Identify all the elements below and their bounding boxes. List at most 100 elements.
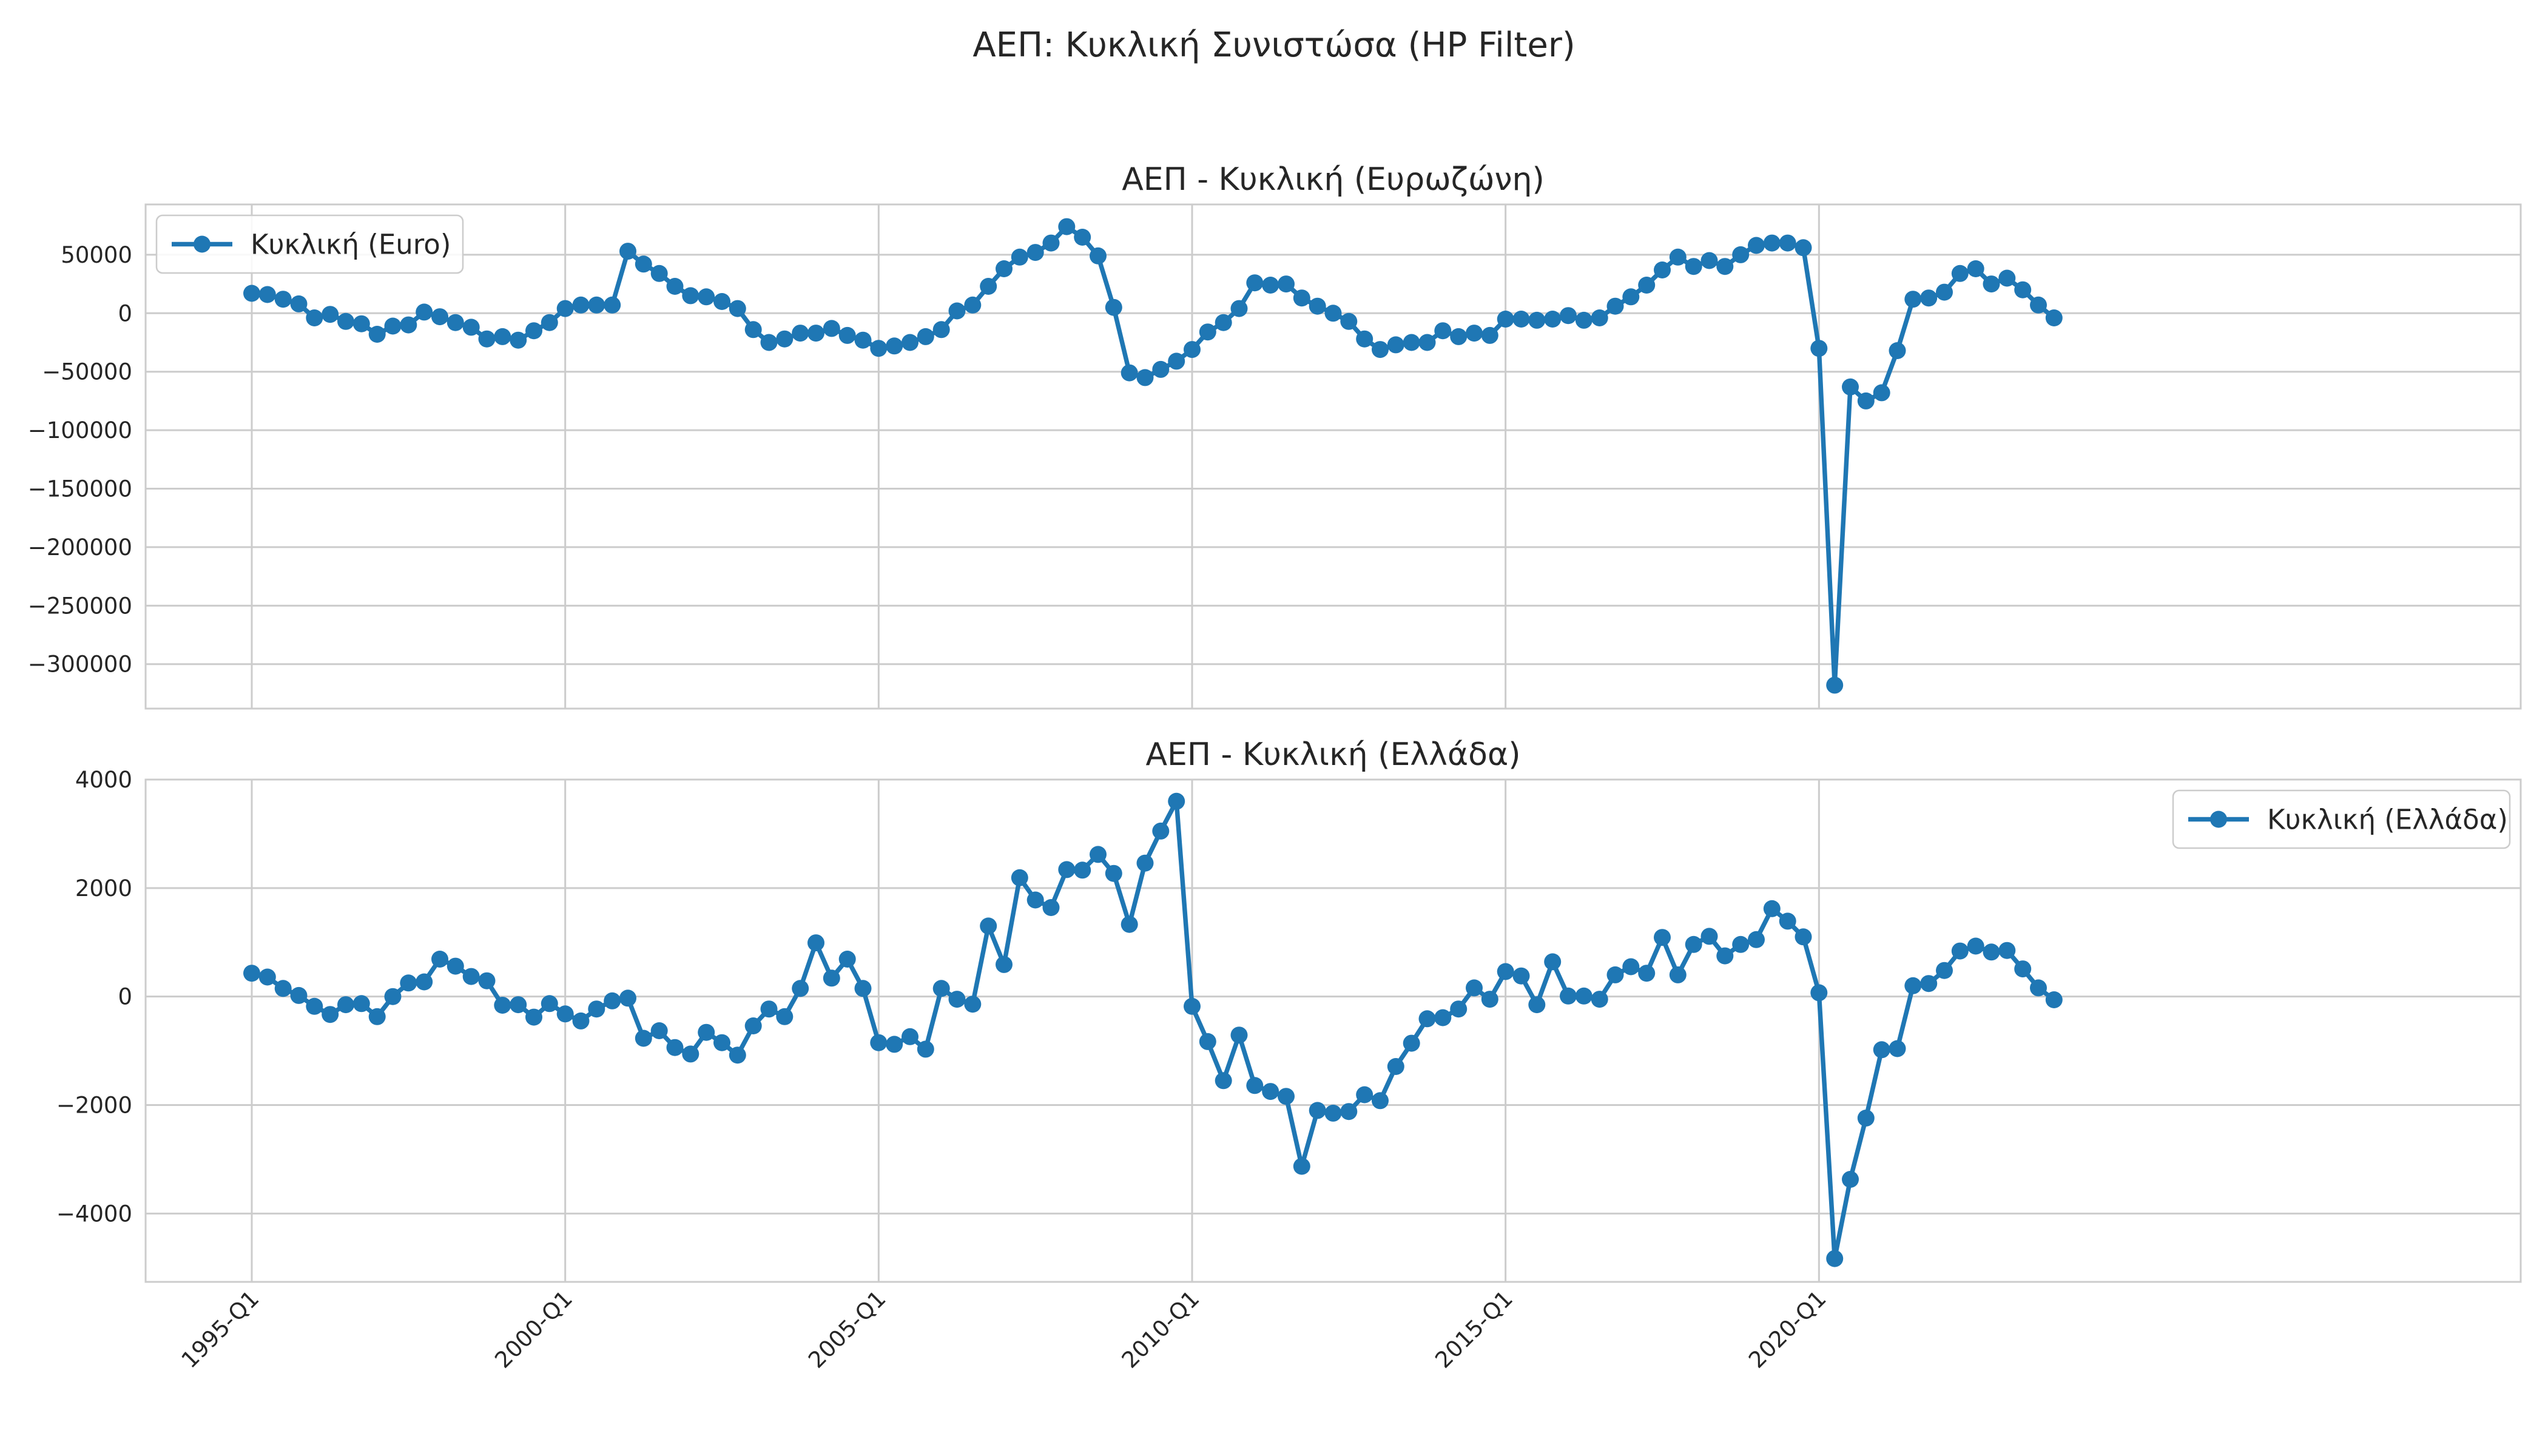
- eurozone-data-point: [1654, 261, 1671, 278]
- greece-data-point: [1011, 869, 1028, 886]
- greece-y-axis: 4000 2000 0 −2000 −4000: [56, 767, 132, 1227]
- greece-y-tick-label: −4000: [56, 1201, 132, 1227]
- greece-data-point: [1795, 928, 1812, 946]
- eurozone-data-point: [1372, 341, 1389, 359]
- greece-data-point: [478, 972, 496, 989]
- eurozone-data-point: [2014, 281, 2032, 298]
- eurozone-data-point: [1278, 275, 1295, 293]
- eurozone-data-point: [1732, 246, 1750, 263]
- eurozone-data-point: [1638, 277, 1656, 294]
- greece-data-point: [1544, 953, 1562, 971]
- eurozone-data-point: [588, 296, 605, 314]
- eurozone-data-point: [1184, 341, 1201, 359]
- greece-data-point: [1967, 937, 1984, 955]
- greece-data-point: [1810, 984, 1828, 1002]
- greece-data-point: [1058, 861, 1076, 878]
- eurozone-data-point: [1199, 323, 1216, 341]
- greece-data-point: [1042, 899, 1060, 916]
- eurozone-data-point: [838, 326, 856, 344]
- eurozone-data-point: [400, 316, 417, 334]
- eurozone-data-point: [744, 321, 762, 339]
- eurozone-data-point: [1904, 291, 1922, 308]
- greece-y-tick-label: −2000: [56, 1093, 132, 1119]
- greece-data-point: [1998, 942, 2016, 959]
- greece-data-point: [1904, 977, 1922, 994]
- greece-data-point: [1184, 997, 1201, 1015]
- greece-data-point: [1951, 942, 1969, 960]
- eurozone-data-point: [1090, 247, 1107, 265]
- greece-data-point: [650, 1022, 668, 1039]
- eurozone-data-point: [1105, 298, 1122, 316]
- greece-data-point: [2030, 979, 2047, 997]
- eurozone-y-tick-label: −250000: [28, 593, 132, 619]
- eurozone-data-point: [1889, 342, 1906, 359]
- greece-data-point: [1748, 931, 1765, 948]
- eurozone-y-tick-label: −100000: [28, 417, 132, 443]
- eurozone-series-points: [243, 218, 2063, 694]
- greece-data-point: [1121, 915, 1138, 933]
- figure-title: ΑΕΠ: Κυκλική Συνιστώσα (HP Filter): [972, 25, 1575, 65]
- eurozone-data-point: [1246, 274, 1264, 292]
- eurozone-data-point: [322, 306, 339, 323]
- greece-data-point: [1669, 966, 1687, 983]
- greece-data-point: [1026, 891, 1044, 909]
- eurozone-data-point: [932, 321, 950, 339]
- eurozone-data-point: [1544, 311, 1562, 328]
- greece-data-point: [290, 986, 308, 1004]
- greece-data-point: [1606, 966, 1624, 983]
- eurozone-data-point: [1700, 252, 1718, 269]
- eurozone-data-point: [1168, 352, 1185, 370]
- greece-data-point: [243, 965, 260, 982]
- eurozone-data-point: [337, 312, 354, 330]
- eurozone-y-tick-label: −150000: [28, 476, 132, 502]
- eurozone-data-point: [2030, 296, 2047, 314]
- eurozone-data-point: [1011, 248, 1028, 266]
- greece-data-point: [713, 1034, 730, 1051]
- eurozone-y-tick-label: 0: [118, 300, 132, 326]
- greece-legend-label: Κυκλική (Ελλάδα): [2267, 804, 2508, 836]
- greece-data-point: [1324, 1104, 1342, 1122]
- eurozone-data-point: [964, 296, 982, 314]
- eurozone-y-tick-label: −300000: [28, 652, 132, 678]
- eurozone-data-point: [917, 328, 934, 345]
- eurozone-data-point: [980, 278, 997, 295]
- greece-data-point: [729, 1046, 746, 1064]
- greece-data-point: [1466, 979, 1483, 997]
- greece-data-point: [1403, 1034, 1420, 1052]
- eurozone-data-point: [1622, 288, 1640, 306]
- greece-data-point: [1168, 792, 1185, 810]
- greece-data-point: [902, 1028, 918, 1045]
- eurozone-data-point: [1466, 325, 1483, 342]
- greece-data-point: [384, 988, 402, 1005]
- greece-data-point: [1074, 861, 1091, 879]
- eurozone-data-point: [431, 308, 448, 326]
- eurozone-data-point: [886, 337, 903, 355]
- eurozone-data-point: [368, 326, 386, 343]
- eurozone-data-point: [1152, 360, 1170, 378]
- greece-data-point: [368, 1008, 386, 1025]
- greece-data-point: [2014, 960, 2032, 978]
- greece-data-point: [541, 995, 558, 1013]
- eurozone-data-point: [792, 325, 809, 342]
- eurozone-data-point: [494, 328, 511, 345]
- greece-data-point: [870, 1034, 888, 1051]
- greece-data-point: [776, 1008, 794, 1025]
- greece-y-tick-label: 4000: [75, 767, 132, 793]
- greece-data-point: [1575, 987, 1592, 1005]
- greece-data-point: [1434, 1009, 1452, 1026]
- eurozone-data-point: [682, 287, 699, 305]
- eurozone-legend: Κυκλική (Euro): [155, 214, 464, 274]
- greece-data-point: [1497, 963, 1514, 980]
- greece-data-point: [1152, 822, 1170, 840]
- eurozone-series: [243, 218, 2063, 694]
- eurozone-data-point: [902, 334, 918, 351]
- greece-data-point: [556, 1005, 574, 1023]
- greece-data-point: [1763, 900, 1781, 917]
- eurozone-data-point: [1403, 334, 1420, 351]
- greece-y-tick-label: 0: [118, 984, 132, 1010]
- eurozone-legend-box: [155, 214, 464, 274]
- greece-data-point: [1215, 1072, 1232, 1090]
- greece-data-point: [494, 997, 511, 1014]
- eurozone-data-point: [258, 286, 276, 303]
